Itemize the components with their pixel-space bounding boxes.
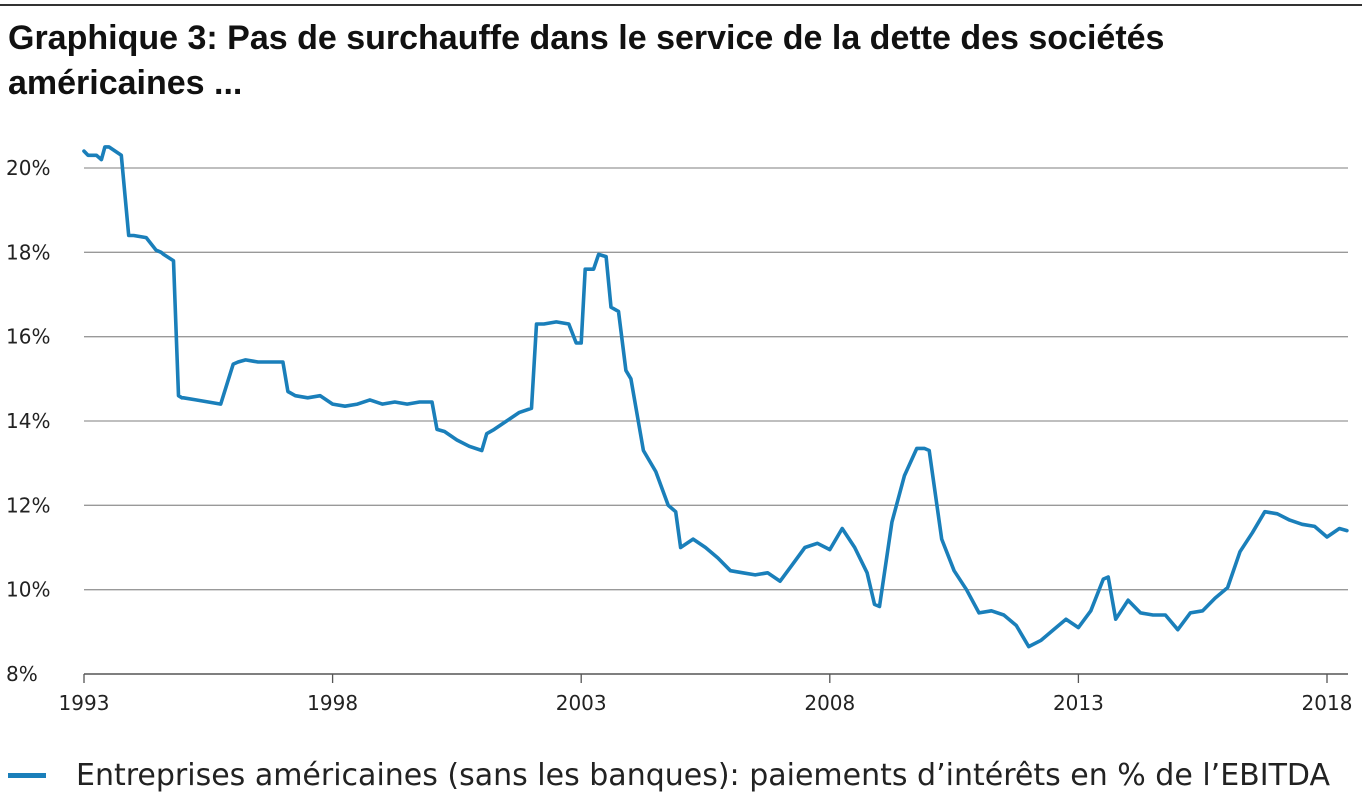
x-tick-label: 2008 (804, 691, 855, 715)
chart-title: Graphique 3: Pas de surchauffe dans le s… (8, 19, 1165, 102)
legend-label: Entreprises américaines (sans les banque… (76, 757, 1331, 793)
series-layer (82, 145, 1349, 649)
x-tick-label: 1998 (307, 691, 358, 715)
y-tick-label: 16% (6, 325, 50, 349)
series-line-0 (82, 145, 1349, 649)
y-tick-label: 12% (6, 493, 50, 517)
top-rule (0, 4, 1362, 6)
x-tick-label: 1993 (59, 691, 110, 715)
x-tick-label: 2018 (1302, 691, 1353, 715)
axes: 8% 10% 12% 14% 16% 18% 20% 1993 1998 2003 2008 2013… (6, 156, 1352, 715)
y-tick-label: 14% (6, 409, 50, 433)
y-tick-label: 10% (6, 578, 50, 602)
y-tick-label: 20% (6, 156, 50, 180)
x-tick-label: 2013 (1053, 691, 1104, 715)
y-tick-label: 8% (6, 662, 38, 686)
y-tick-label: 18% (6, 240, 50, 264)
gridlines (84, 167, 1348, 591)
legend-swatch (8, 772, 46, 778)
legend: Entreprises américaines (sans les banque… (8, 752, 1330, 798)
x-tick-label: 2003 (556, 691, 607, 715)
